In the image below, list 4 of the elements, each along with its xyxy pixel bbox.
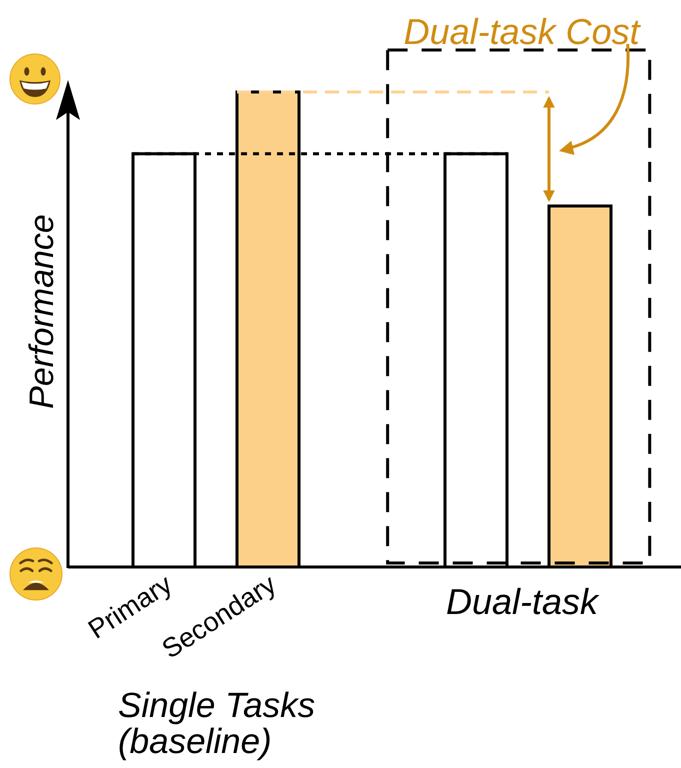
text: Dual-task Cost bbox=[404, 11, 642, 52]
y-axis-title: Performance bbox=[23, 214, 61, 409]
text: Single Tasks (baseline) bbox=[118, 686, 316, 761]
text: Dual-task bbox=[446, 581, 600, 622]
